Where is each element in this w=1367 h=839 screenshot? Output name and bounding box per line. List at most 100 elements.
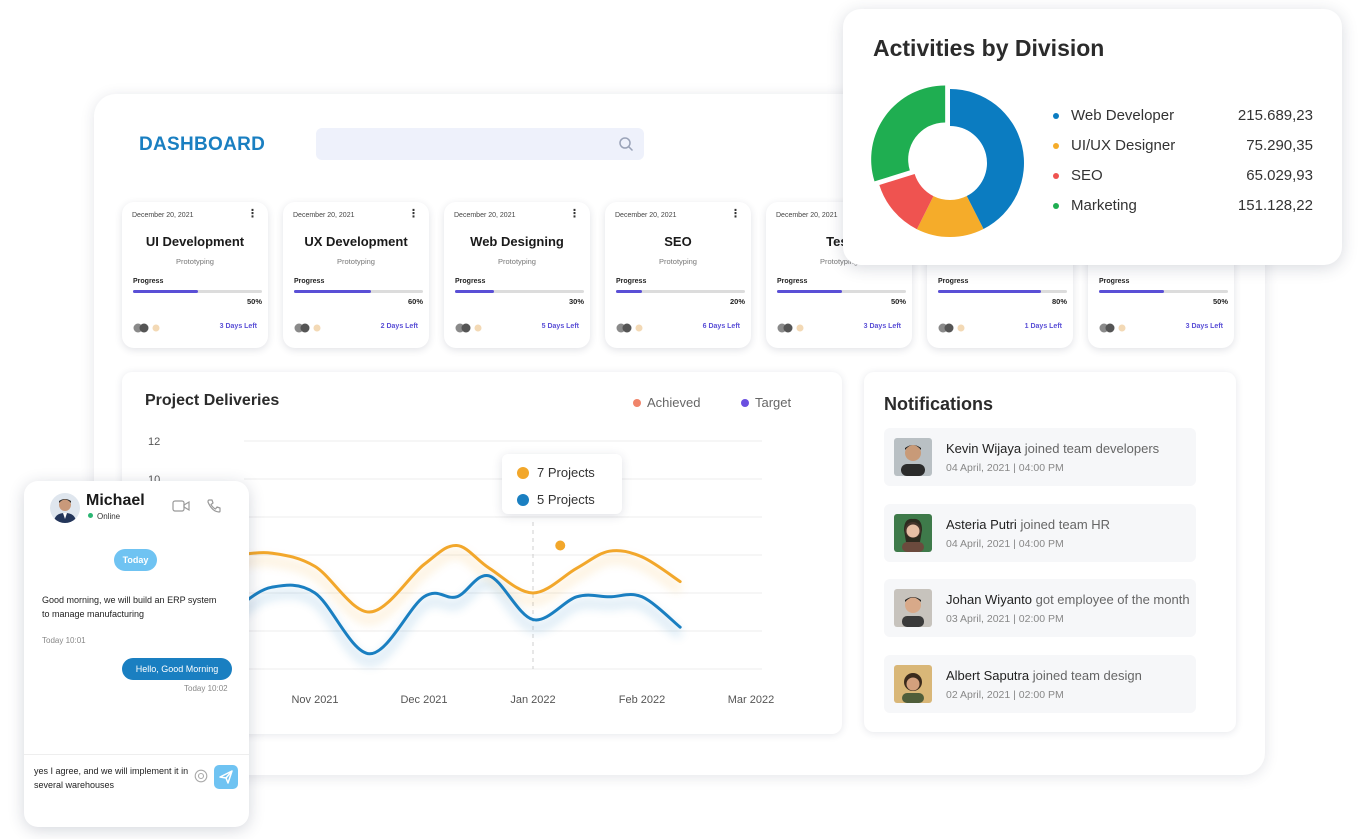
days-left: 3 Days Left xyxy=(1185,323,1223,330)
hover-point[interactable] xyxy=(555,540,566,551)
division-label: UI/UX Designer xyxy=(1071,137,1176,154)
x-tick-label: Feb 2022 xyxy=(619,694,665,706)
more-options-icon[interactable]: ⋮ xyxy=(408,208,419,220)
contact-name: Michael xyxy=(86,492,145,509)
incoming-message: Good morning, we will build an ERP syste… xyxy=(42,595,217,619)
notification-item[interactable]: Asteria Putri joined team HR 04 April, 2… xyxy=(884,504,1196,562)
progress-percent: 30% xyxy=(568,297,584,306)
activities-panel: Activities by Division Web Developer 215… xyxy=(843,9,1342,265)
notification-text: Albert Saputra joined team design xyxy=(946,668,1142,683)
project-card[interactable]: December 20, 2021 ⋮ UX Development Proto… xyxy=(283,202,429,348)
notification-item[interactable]: Johan Wiyanto got employee of the month … xyxy=(884,579,1196,637)
message-input[interactable]: yes I agree, and we will implement it in… xyxy=(34,766,189,790)
avatar xyxy=(894,514,932,552)
phone-icon[interactable] xyxy=(206,498,222,514)
donut-slice[interactable] xyxy=(879,173,934,230)
notification-time: 04 April, 2021 | 04:00 PM xyxy=(946,538,1064,550)
project-card[interactable]: December 20, 2021 ⋮ Web Designing Protot… xyxy=(444,202,590,348)
progress-track xyxy=(1099,290,1228,293)
team-avatars xyxy=(777,323,804,333)
notification-time: 02 April, 2021 | 02:00 PM xyxy=(946,689,1064,701)
donut-slice[interactable] xyxy=(871,85,946,182)
search-icon[interactable] xyxy=(618,136,634,152)
card-subtitle: Prototyping xyxy=(659,257,697,266)
legend-achieved[interactable]: Achieved xyxy=(633,395,700,410)
card-date: December 20, 2021 xyxy=(615,212,677,219)
x-tick-label: Jan 2022 xyxy=(510,694,555,706)
project-card[interactable]: December 20, 2021 ⋮ SEO Prototyping Prog… xyxy=(605,202,751,348)
division-dot xyxy=(1053,113,1059,119)
card-title: UI Development xyxy=(145,234,245,249)
outgoing-message: Hello, Good Morning xyxy=(122,658,232,680)
days-left: 6 Days Left xyxy=(702,323,740,330)
team-avatars xyxy=(455,323,482,333)
notification-text: Asteria Putri joined team HR xyxy=(946,517,1110,532)
legend-target-label: Target xyxy=(755,395,792,410)
y-tick-label: 12 xyxy=(148,436,160,448)
card-subtitle: Prototyping xyxy=(498,257,536,266)
more-options-icon[interactable]: ⋮ xyxy=(569,208,580,220)
card-title: UX Development xyxy=(304,234,408,249)
series-line-achieved[interactable] xyxy=(237,543,682,614)
avatar[interactable] xyxy=(50,493,80,523)
progress-label: Progress xyxy=(455,278,486,285)
division-label: SEO xyxy=(1071,167,1103,184)
tooltip-achieved-text: 7 Projects xyxy=(537,465,595,480)
team-avatars xyxy=(133,323,160,333)
divider xyxy=(24,754,249,755)
team-avatars xyxy=(938,323,965,333)
tooltip-target-dot xyxy=(517,494,529,506)
legend-target[interactable]: Target xyxy=(741,395,791,410)
online-status-dot xyxy=(88,513,93,518)
tooltip-target-text: 5 Projects xyxy=(537,492,595,507)
team-avatars xyxy=(1099,323,1126,333)
notification-action: joined team developers xyxy=(1024,441,1160,456)
progress-percent: 50% xyxy=(246,297,262,306)
notification-item[interactable]: Albert Saputra joined team design 02 Apr… xyxy=(884,655,1196,713)
progress-fill xyxy=(1099,290,1164,293)
notification-item[interactable]: Kevin Wijaya joined team developers 04 A… xyxy=(884,428,1196,486)
message-time: Today 10:02 xyxy=(184,684,228,693)
card-subtitle: Prototyping xyxy=(820,257,858,266)
donut-slice[interactable] xyxy=(950,89,1024,229)
card-title: SEO xyxy=(664,234,692,249)
message-time: Today 10:01 xyxy=(42,636,86,645)
contact-status: Online xyxy=(97,512,121,521)
avatar xyxy=(894,665,932,703)
more-options-icon[interactable]: ⋮ xyxy=(247,208,258,220)
progress-label: Progress xyxy=(133,278,164,285)
division-dot xyxy=(1053,143,1059,149)
page-title: DASHBOARD xyxy=(139,134,266,155)
legend-target-dot xyxy=(741,398,749,407)
division-label: Marketing xyxy=(1071,197,1137,214)
notification-action: joined team HR xyxy=(1020,517,1111,532)
notification-time: 04 April, 2021 | 04:00 PM xyxy=(946,462,1064,474)
notifications-title: Notifications xyxy=(884,394,994,414)
date-divider-pill: Today xyxy=(114,549,157,571)
emoji-icon[interactable] xyxy=(194,769,208,783)
division-value: 151.128,22 xyxy=(1237,197,1313,214)
x-tick-label: Dec 2021 xyxy=(400,694,447,706)
progress-label: Progress xyxy=(1099,278,1130,285)
video-call-icon[interactable] xyxy=(172,499,190,513)
progress-percent: 50% xyxy=(1212,297,1228,306)
card-date: December 20, 2021 xyxy=(132,212,194,219)
avatar xyxy=(894,438,932,476)
search-input[interactable] xyxy=(316,128,644,160)
progress-track xyxy=(133,290,262,293)
notification-text: Kevin Wijaya joined team developers xyxy=(946,441,1159,456)
chart-tooltip: 7 Projects 5 Projects xyxy=(502,454,622,514)
progress-fill xyxy=(455,290,494,293)
days-left: 2 Days Left xyxy=(380,323,418,330)
notification-name: Johan Wiyanto xyxy=(946,592,1032,607)
notification-name: Albert Saputra xyxy=(946,668,1030,683)
send-button[interactable] xyxy=(214,765,238,789)
project-card[interactable]: December 20, 2021 ⋮ UI Development Proto… xyxy=(122,202,268,348)
progress-label: Progress xyxy=(294,278,325,285)
division-dot xyxy=(1053,203,1059,209)
more-options-icon[interactable]: ⋮ xyxy=(730,208,741,220)
series-line-target[interactable] xyxy=(237,574,682,656)
donut-slice[interactable] xyxy=(916,195,984,237)
notification-action: joined team design xyxy=(1032,668,1142,683)
chart-title: Project Deliveries xyxy=(145,392,280,409)
